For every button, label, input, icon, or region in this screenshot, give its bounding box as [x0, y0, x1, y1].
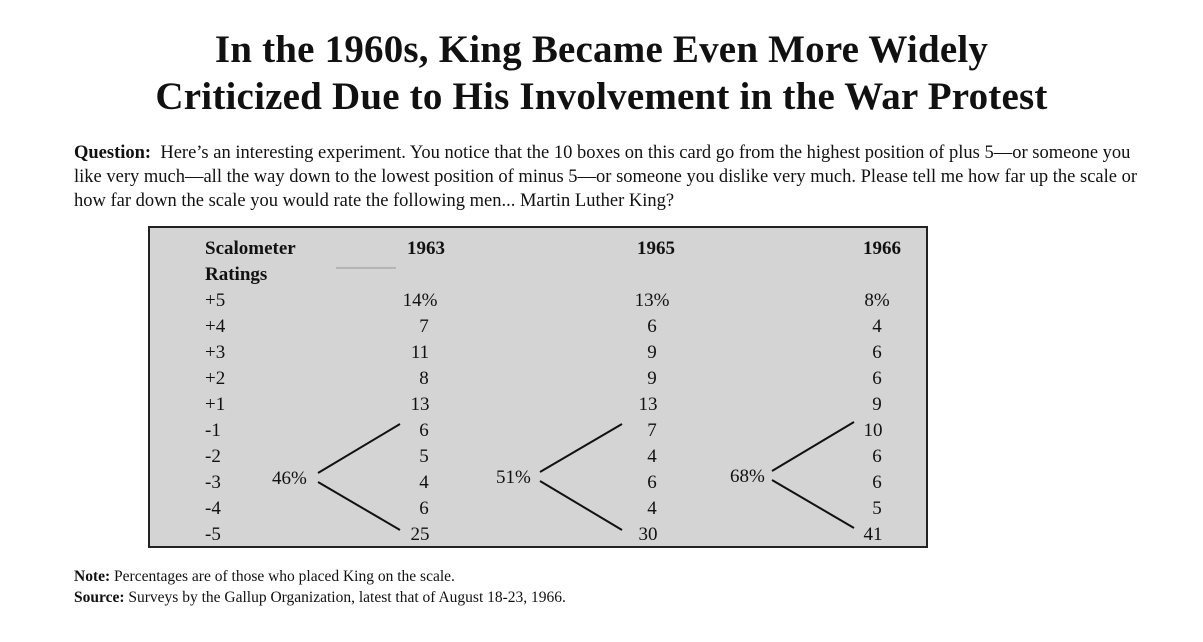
title-line-1: In the 1960s, King Became Even More Wide…	[214, 28, 989, 71]
value-1966: 6	[872, 342, 882, 363]
bracket-line-1966-up	[771, 421, 855, 472]
rating-label: +3	[205, 342, 226, 363]
note-label: Note:	[74, 568, 111, 585]
bracket-line-1963-up	[317, 423, 401, 474]
value-1965: 6	[647, 472, 657, 493]
value-1966: 6	[872, 446, 882, 467]
value-1963: 7	[419, 316, 429, 337]
value-1963: 14%	[402, 290, 438, 311]
value-1963: 13	[410, 394, 430, 415]
value-1966: 6	[872, 368, 882, 389]
value-1965: 9	[647, 368, 657, 389]
bleed-through-texture: ▔▔▔▔▔▔▔▔▔▔▔▔▔▔▔▔▔▔▔▔▔▔▔▔▔▔▔▔▔▔▔▔▔▔▔▔▔▔▔▔…	[336, 267, 396, 282]
value-1965: 9	[647, 342, 657, 363]
value-1965: 4	[647, 446, 657, 467]
note-text: Percentages are of those who placed King…	[114, 568, 455, 585]
value-1965: 13	[638, 394, 658, 415]
value-1963: 6	[419, 498, 429, 519]
rating-label: -3	[205, 472, 221, 493]
value-1963: 4	[419, 472, 429, 493]
rating-label: +1	[205, 394, 226, 415]
rating-label: -2	[205, 446, 221, 467]
value-1966: 5	[872, 498, 882, 519]
bracket-line-1966-down	[771, 479, 855, 529]
question-label: Question:	[74, 143, 152, 163]
question-text: Question: Here’s an interesting experime…	[74, 141, 1144, 213]
title-line-2: Criticized Due to His Involvement in the…	[155, 75, 1048, 118]
rating-label: -5	[205, 524, 221, 545]
value-1963: 11	[410, 342, 430, 363]
rating-label: -4	[205, 498, 221, 519]
question-body: Here’s an interesting experiment. You no…	[74, 143, 1138, 211]
negative-total-1965: 51%	[496, 467, 531, 488]
source-text: Surveys by the Gallup Organization, late…	[128, 589, 566, 606]
page-title: In the 1960s, King Became Even More Wide…	[0, 26, 1203, 120]
value-1963: 8	[419, 368, 429, 389]
value-1963: 6	[419, 420, 429, 441]
header-scalometer: Scalometer	[205, 238, 296, 259]
note-line: Note: Percentages are of those who place…	[74, 567, 455, 587]
rating-label: +5	[205, 290, 226, 311]
negative-total-1966: 68%	[730, 466, 765, 487]
column-header-1966: 1966	[863, 238, 901, 259]
header-ratings: Ratings	[205, 264, 268, 285]
bracket-line-1965-up	[539, 423, 623, 473]
value-1966: 4	[872, 316, 882, 337]
rating-label: +2	[205, 368, 226, 389]
column-header-1965: 1965	[637, 238, 675, 259]
value-1963: 5	[419, 446, 429, 467]
bracket-line-1963-down	[317, 481, 401, 531]
value-1965: 30	[638, 524, 658, 545]
rating-label: -1	[205, 420, 221, 441]
value-1966: 41	[863, 524, 883, 545]
rating-label: +4	[205, 316, 226, 337]
column-header-1963: 1963	[407, 238, 445, 259]
source-line: Source: Surveys by the Gallup Organizati…	[74, 588, 566, 608]
value-1965: 7	[647, 420, 657, 441]
value-1963: 25	[410, 524, 430, 545]
source-label: Source:	[74, 589, 125, 606]
value-1965: 6	[647, 316, 657, 337]
value-1966: 6	[872, 472, 882, 493]
value-1966: 9	[872, 394, 882, 415]
value-1966: 8%	[864, 290, 890, 311]
value-1965: 13%	[634, 290, 670, 311]
negative-total-1963: 46%	[272, 468, 307, 489]
bracket-line-1965-down	[539, 480, 623, 531]
value-1966: 10	[863, 420, 883, 441]
value-1965: 4	[647, 498, 657, 519]
